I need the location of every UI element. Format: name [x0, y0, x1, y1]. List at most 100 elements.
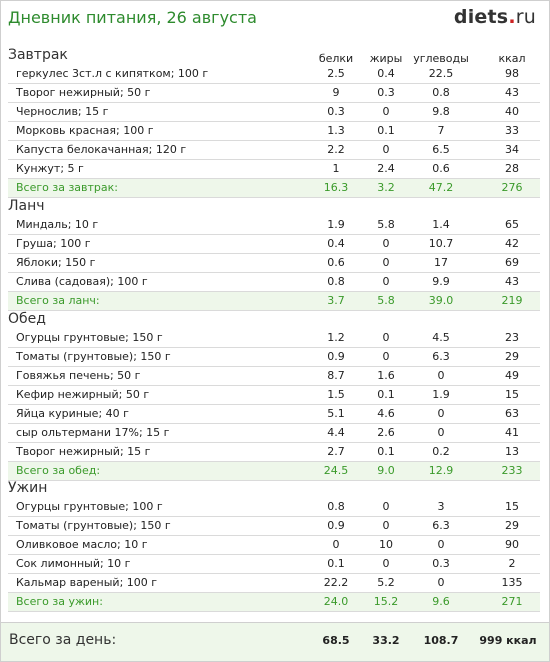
fat-value: 10	[379, 538, 393, 551]
protein-total: 16.3	[323, 181, 349, 194]
food-name: геркулес 3ст.л с кипятком; 100 г	[16, 67, 209, 80]
fat-value: 0	[382, 237, 390, 250]
protein-value: 2.5	[327, 67, 345, 80]
carbs-value: 9.9	[432, 275, 450, 288]
kcal-value: 33	[505, 124, 519, 137]
carbs-value: 0	[437, 576, 445, 589]
carbs-value: 10.7	[428, 237, 454, 250]
protein-value: 1	[332, 162, 340, 175]
col-header-protein: белки	[318, 52, 354, 65]
carbs-total: 39.0	[428, 294, 454, 307]
fat-value: 0.1	[377, 388, 395, 401]
fat-value: 0.3	[377, 86, 395, 99]
day-carbs-total: 108.7	[423, 634, 459, 647]
table-row: Кунжут; 5 г 1 2.4 0.6 28	[8, 160, 540, 179]
food-name: Огурцы грунтовые; 100 г	[16, 500, 163, 513]
food-name: Огурцы грунтовые; 150 г	[16, 331, 163, 344]
protein-total: 24.5	[323, 464, 349, 477]
total-label: Всего за завтрак:	[16, 181, 119, 194]
carbs-value: 22.5	[428, 67, 454, 80]
kcal-value: 42	[505, 237, 519, 250]
fat-total: 5.8	[377, 294, 395, 307]
section-title: Ланч	[8, 198, 45, 214]
section-breakfast: Завтрак белки жиры углеводы ккал геркуле…	[8, 45, 540, 198]
table-row: Огурцы грунтовые; 150 г 1.2 0 4.5 23	[8, 329, 540, 348]
protein-value: 0.8	[327, 275, 345, 288]
section-title: Обед	[8, 311, 46, 327]
fat-value: 0	[382, 143, 390, 156]
section-total-row: Всего за ужин: 24.0 15.2 9.6 271	[8, 593, 540, 612]
table-row: Огурцы грунтовые; 100 г 0.8 0 3 15	[8, 498, 540, 517]
kcal-value: 43	[505, 275, 519, 288]
day-kcal-total: 999 ккал	[479, 634, 537, 647]
fat-value: 0	[382, 519, 390, 532]
section-total-row: Всего за завтрак: 16.3 3.2 47.2 276	[8, 179, 540, 198]
table-row: Яйца куриные; 40 г 5.1 4.6 0 63	[8, 405, 540, 424]
kcal-value: 29	[505, 350, 519, 363]
food-name: Томаты (грунтовые); 150 г	[16, 350, 171, 363]
kcal-value: 29	[505, 519, 519, 532]
food-name: Творог нежирный; 50 г	[16, 86, 151, 99]
table-row: Творог нежирный; 50 г 9 0.3 0.8 43	[8, 84, 540, 103]
carbs-value: 0	[437, 538, 445, 551]
total-label: Всего за обед:	[16, 464, 101, 477]
protein-value: 0.9	[327, 350, 345, 363]
carbs-value: 0.8	[432, 86, 450, 99]
food-name: Миндаль; 10 г	[16, 218, 99, 231]
fat-value: 5.2	[377, 576, 395, 589]
carbs-total: 12.9	[428, 464, 454, 477]
kcal-value: 98	[505, 67, 519, 80]
carbs-value: 1.4	[432, 218, 450, 231]
fat-value: 0	[382, 350, 390, 363]
kcal-total: 219	[501, 294, 523, 307]
table-row: Кальмар вареный; 100 г 22.2 5.2 0 135	[8, 574, 540, 593]
fat-total: 3.2	[377, 181, 395, 194]
food-name: Капуста белокачанная; 120 г	[16, 143, 187, 156]
kcal-value: 135	[501, 576, 523, 589]
protein-value: 5.1	[327, 407, 345, 420]
food-name: Яйца куриные; 40 г	[16, 407, 129, 420]
kcal-total: 271	[501, 595, 523, 608]
fat-total: 9.0	[377, 464, 395, 477]
table-row: сыр ольтермани 17%; 15 г 4.4 2.6 0 41	[8, 424, 540, 443]
section-dinner: Обед Огурцы грунтовые; 150 г 1.2 0 4.5 23 То…	[8, 309, 540, 481]
carbs-value: 0	[437, 426, 445, 439]
food-name: сыр ольтермани 17%; 15 г	[16, 426, 170, 439]
protein-total: 3.7	[327, 294, 345, 307]
kcal-value: 40	[505, 105, 519, 118]
table-row: Морковь красная; 100 г 1.3 0.1 7 33	[8, 122, 540, 141]
fat-value: 0	[382, 105, 390, 118]
protein-value: 0.4	[327, 237, 345, 250]
table-row: Оливковое масло; 10 г 0 10 0 90	[8, 536, 540, 555]
table-row: Миндаль; 10 г 1.9 5.8 1.4 65	[8, 216, 540, 235]
day-total-label: Всего за день:	[9, 632, 117, 648]
food-name: Кунжут; 5 г	[16, 162, 84, 175]
site-logo[interactable]: diets.ru	[454, 6, 536, 28]
kcal-value: 28	[505, 162, 519, 175]
total-label: Всего за ужин:	[16, 595, 103, 608]
day-total-bar: Всего за день: 68.5 33.2 108.7 999 ккал	[1, 622, 549, 661]
fat-value: 0.1	[377, 445, 395, 458]
carbs-value: 0.3	[432, 557, 450, 570]
carbs-value: 9.8	[432, 105, 450, 118]
fat-value: 0.1	[377, 124, 395, 137]
protein-value: 4.4	[327, 426, 345, 439]
page-title: Дневник питания, 26 августа	[8, 8, 257, 27]
protein-value: 2.2	[327, 143, 345, 156]
protein-value: 1.9	[327, 218, 345, 231]
protein-total: 24.0	[323, 595, 349, 608]
kcal-value: 34	[505, 143, 519, 156]
fat-value: 0.4	[377, 67, 395, 80]
kcal-value: 15	[505, 388, 519, 401]
col-header-kcal: ккал	[498, 52, 526, 65]
food-name: Томаты (грунтовые); 150 г	[16, 519, 171, 532]
fat-value: 2.6	[377, 426, 395, 439]
food-name: Слива (садовая); 100 г	[16, 275, 148, 288]
kcal-value: 63	[505, 407, 519, 420]
fat-value: 2.4	[377, 162, 395, 175]
carbs-value: 4.5	[432, 331, 450, 344]
table-row: Яблоки; 150 г 0.6 0 17 69	[8, 254, 540, 273]
kcal-value: 2	[508, 557, 516, 570]
section-total-row: Всего за ланч: 3.7 5.8 39.0 219	[8, 292, 540, 311]
fat-value: 0	[382, 500, 390, 513]
